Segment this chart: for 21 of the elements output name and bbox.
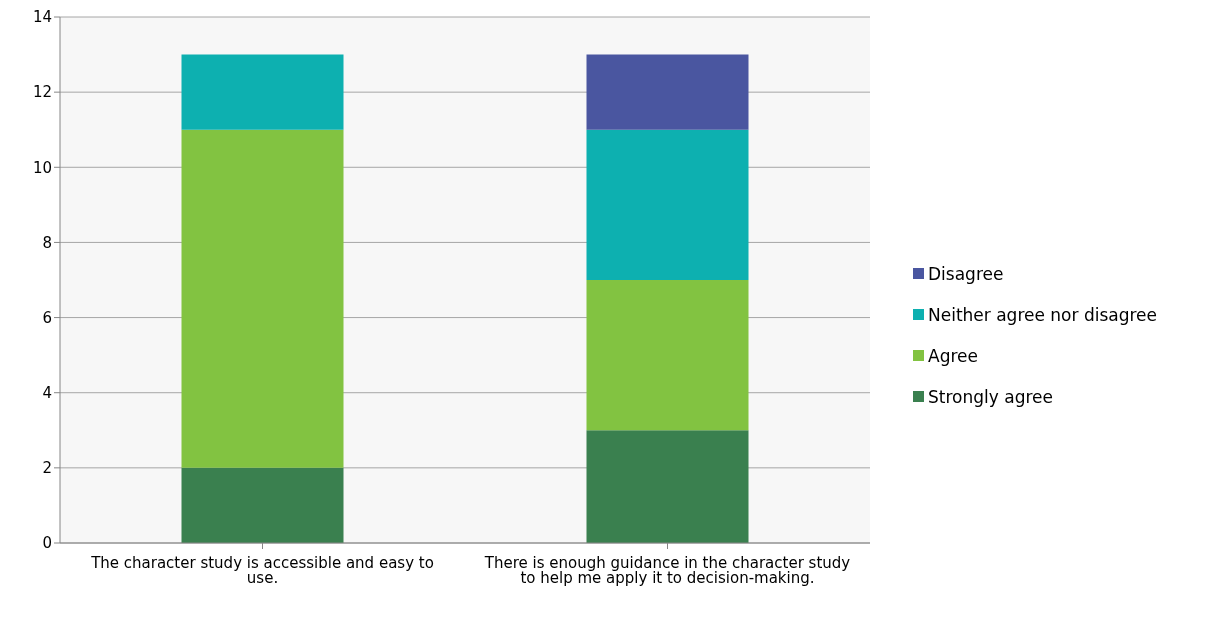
y-tick-label: 4 [42,384,52,403]
bar [586,430,749,543]
x-tick-label: The character study is accessible and easy to use. [90,553,434,587]
bar [181,129,344,468]
bar [181,467,344,543]
y-tick-label: 6 [42,308,52,327]
y-tick-label: 10 [32,158,52,177]
legend-label: Disagree [928,263,1004,284]
y-tick-label: 2 [42,459,52,478]
y-tick-label: 0 [42,534,52,553]
legend-label: Agree [928,345,978,366]
bar [586,280,749,431]
legend-label: Strongly agree [928,386,1053,407]
bar [181,54,344,130]
y-tick-label: 12 [32,83,52,102]
legend-label: Neither agree nor disagree [928,304,1158,325]
y-tick-label: 14 [32,8,52,27]
bar [586,129,749,280]
y-tick-label: 8 [42,233,52,252]
x-tick-label: There is enough guidance in the character study to help me apply it to decision-making. [483,553,851,587]
bar [586,54,749,130]
